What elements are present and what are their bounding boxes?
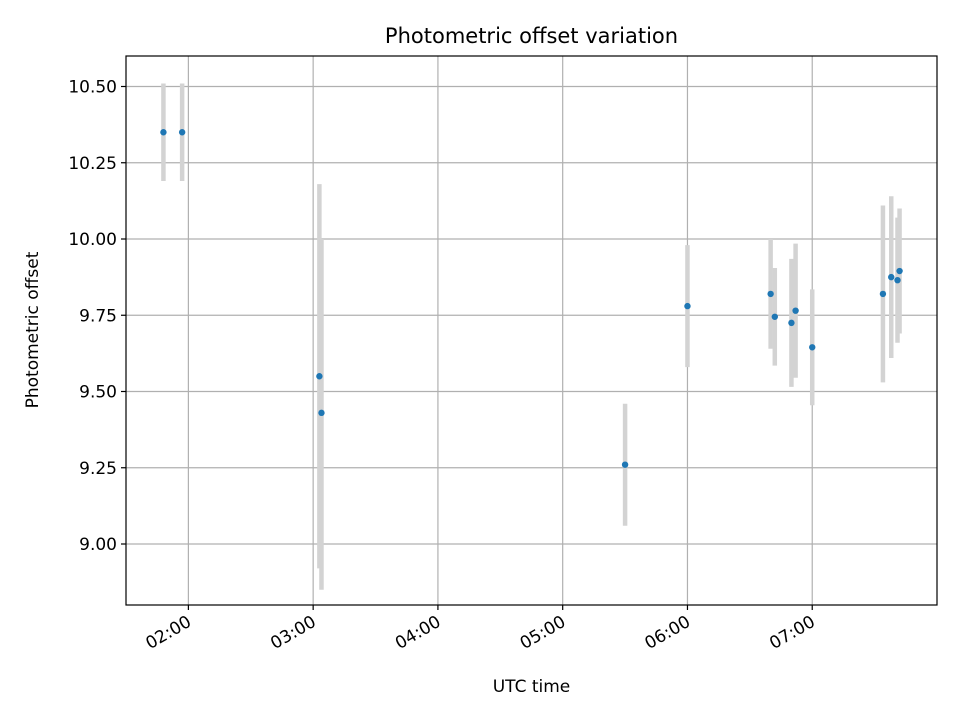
data-point	[879, 290, 887, 298]
data-point	[809, 344, 816, 351]
x-tick-label: 02:00	[142, 612, 194, 654]
y-tick-label: 10.00	[68, 230, 117, 250]
data-point	[318, 409, 325, 417]
data-point	[888, 273, 895, 281]
x-axis-ticks: 02:00 03:00 04:00 05:00 06:00 07:00	[142, 605, 819, 654]
data-point	[621, 461, 629, 468]
data-point	[316, 373, 323, 380]
x-tick-label: 04:00	[392, 612, 444, 654]
x-tick-label: 07:00	[766, 612, 818, 654]
y-tick-label: 9.00	[79, 535, 117, 555]
data-point	[894, 276, 901, 284]
plot-frame	[125, 55, 938, 606]
data-point	[684, 302, 691, 310]
y-tick-label: 9.75	[79, 306, 117, 326]
x-axis-label: UTC time	[493, 677, 571, 697]
y-tick-label: 10.25	[68, 154, 117, 174]
x-tick-label: 06:00	[642, 612, 694, 654]
y-tick-label: 10.50	[68, 78, 117, 98]
grid	[126, 56, 937, 605]
y-tick-label: 9.50	[79, 383, 117, 403]
error-bars	[161, 83, 902, 590]
data-point	[767, 290, 774, 298]
data-point	[178, 129, 186, 136]
x-tick-label: 05:00	[517, 612, 569, 654]
data-points	[160, 129, 903, 468]
x-tick-label: 03:00	[267, 612, 319, 654]
y-axis-label: Photometric offset	[23, 251, 43, 408]
y-tick-label: 9.25	[79, 459, 117, 479]
data-point	[792, 307, 799, 314]
y-axis-ticks: 9.00 9.25 9.50 9.75 10.00 10.25 10.50	[68, 78, 126, 555]
data-point	[160, 129, 167, 136]
data-point	[771, 313, 778, 320]
chart-title: Photometric offset variation	[385, 24, 678, 48]
data-point	[896, 267, 903, 275]
data-point	[788, 319, 795, 327]
